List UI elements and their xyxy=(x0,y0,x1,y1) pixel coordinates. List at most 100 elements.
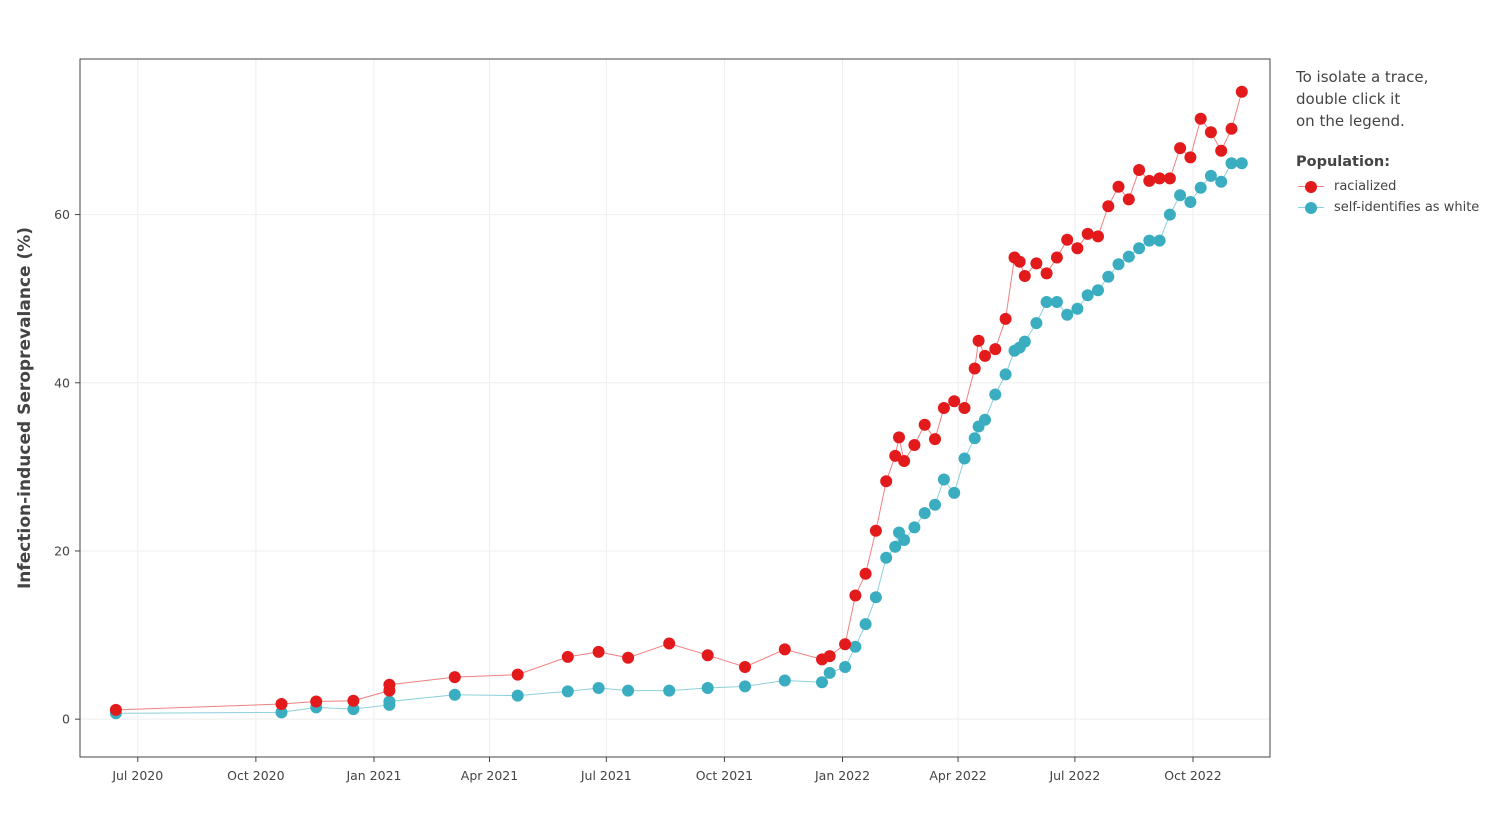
data-point-white[interactable] xyxy=(1050,296,1063,308)
data-point-racialized[interactable] xyxy=(898,455,911,467)
data-point-white[interactable] xyxy=(1030,317,1043,330)
data-point-white[interactable] xyxy=(448,688,461,701)
data-point-racialized[interactable] xyxy=(1102,200,1115,213)
data-point-white[interactable] xyxy=(1040,296,1053,308)
data-point-racialized[interactable] xyxy=(1013,255,1026,268)
data-point-racialized[interactable] xyxy=(1133,164,1146,176)
data-point-racialized[interactable] xyxy=(849,589,862,602)
data-point-racialized[interactable] xyxy=(663,637,676,650)
data-point-white[interactable] xyxy=(1143,234,1156,247)
data-point-racialized[interactable] xyxy=(275,698,288,710)
data-point-white[interactable] xyxy=(1204,169,1217,182)
data-point-white[interactable] xyxy=(778,674,791,687)
data-point-white[interactable] xyxy=(816,676,828,689)
data-point-racialized[interactable] xyxy=(739,661,751,673)
data-point-racialized[interactable] xyxy=(1071,242,1084,255)
data-point-racialized[interactable] xyxy=(561,650,574,663)
data-point-racialized[interactable] xyxy=(839,638,852,651)
legend-item-racialized[interactable]: racialized xyxy=(1296,176,1479,197)
data-point-white[interactable] xyxy=(1081,289,1094,302)
data-point-white[interactable] xyxy=(859,618,872,631)
data-point-white[interactable] xyxy=(849,640,862,653)
data-point-white[interactable] xyxy=(511,689,524,702)
data-point-racialized[interactable] xyxy=(511,668,524,681)
data-point-racialized[interactable] xyxy=(1235,85,1248,98)
data-point-racialized[interactable] xyxy=(1174,142,1187,155)
data-point-white[interactable] xyxy=(347,703,360,716)
data-point-white[interactable] xyxy=(1102,270,1115,283)
data-point-racialized[interactable] xyxy=(1092,230,1104,243)
data-point-racialized[interactable] xyxy=(979,349,991,362)
data-point-white[interactable] xyxy=(1112,258,1125,271)
data-point-white[interactable] xyxy=(1018,335,1031,348)
data-point-white[interactable] xyxy=(918,507,931,520)
data-point-racialized[interactable] xyxy=(1081,227,1094,240)
data-point-white[interactable] xyxy=(622,684,635,697)
data-point-racialized[interactable] xyxy=(968,362,981,375)
data-point-racialized[interactable] xyxy=(937,402,950,414)
data-point-racialized[interactable] xyxy=(1225,122,1238,135)
data-point-racialized[interactable] xyxy=(310,695,323,708)
data-point-white[interactable] xyxy=(979,413,991,426)
data-point-white[interactable] xyxy=(1092,284,1104,297)
data-point-white[interactable] xyxy=(908,521,921,534)
data-point-racialized[interactable] xyxy=(1018,270,1031,282)
data-point-white[interactable] xyxy=(869,591,882,604)
data-point-racialized[interactable] xyxy=(347,694,360,707)
data-point-racialized[interactable] xyxy=(880,475,893,488)
data-point-white[interactable] xyxy=(989,388,1002,401)
data-point-white[interactable] xyxy=(880,551,893,564)
data-point-racialized[interactable] xyxy=(908,439,921,451)
data-point-racialized[interactable] xyxy=(989,343,1002,356)
data-point-white[interactable] xyxy=(839,661,852,673)
data-point-white[interactable] xyxy=(1235,157,1248,170)
data-point-white[interactable] xyxy=(1184,196,1197,208)
data-point-racialized[interactable] xyxy=(972,334,985,347)
data-point-racialized[interactable] xyxy=(1112,180,1125,193)
data-point-racialized[interactable] xyxy=(948,395,961,408)
data-point-racialized[interactable] xyxy=(823,650,836,663)
data-point-white[interactable] xyxy=(968,432,981,445)
data-point-white[interactable] xyxy=(929,498,941,511)
data-point-white[interactable] xyxy=(739,680,751,693)
data-point-white[interactable] xyxy=(275,706,288,719)
data-point-white[interactable] xyxy=(561,685,574,698)
data-point-racialized[interactable] xyxy=(889,449,902,462)
data-point-white[interactable] xyxy=(1071,302,1084,315)
data-point-racialized[interactable] xyxy=(448,671,461,684)
data-point-racialized[interactable] xyxy=(1050,251,1063,264)
data-point-white[interactable] xyxy=(701,682,714,694)
data-point-racialized[interactable] xyxy=(622,651,635,664)
data-point-racialized[interactable] xyxy=(918,418,931,431)
data-point-white[interactable] xyxy=(1153,234,1166,247)
data-point-racialized[interactable] xyxy=(778,643,791,656)
data-point-white[interactable] xyxy=(889,540,902,553)
data-point-racialized[interactable] xyxy=(958,402,971,414)
data-point-racialized[interactable] xyxy=(1163,172,1176,185)
data-point-white[interactable] xyxy=(937,473,950,486)
data-point-white[interactable] xyxy=(1194,181,1207,194)
data-point-white[interactable] xyxy=(898,534,911,546)
data-point-racialized[interactable] xyxy=(1030,257,1043,270)
data-point-racialized[interactable] xyxy=(929,433,941,446)
data-point-white[interactable] xyxy=(1122,250,1135,263)
data-point-racialized[interactable] xyxy=(869,524,882,537)
data-point-racialized[interactable] xyxy=(999,312,1012,325)
data-point-racialized[interactable] xyxy=(109,703,122,716)
data-point-white[interactable] xyxy=(1174,189,1187,202)
data-point-white[interactable] xyxy=(1061,308,1074,321)
data-point-racialized[interactable] xyxy=(1215,144,1228,157)
data-point-racialized[interactable] xyxy=(1194,112,1207,125)
data-point-racialized[interactable] xyxy=(1153,172,1166,185)
data-point-white[interactable] xyxy=(1215,175,1228,188)
data-point-white[interactable] xyxy=(958,452,971,465)
data-point-racialized[interactable] xyxy=(1143,174,1156,187)
data-point-white[interactable] xyxy=(948,486,961,499)
data-point-racialized[interactable] xyxy=(893,431,905,444)
data-point-white[interactable] xyxy=(1133,242,1146,255)
data-point-racialized[interactable] xyxy=(1061,233,1074,246)
data-point-white[interactable] xyxy=(663,684,676,697)
legend-item-white[interactable]: self-identifies as white xyxy=(1296,197,1479,218)
data-point-racialized[interactable] xyxy=(701,649,714,662)
data-point-racialized[interactable] xyxy=(592,645,605,658)
